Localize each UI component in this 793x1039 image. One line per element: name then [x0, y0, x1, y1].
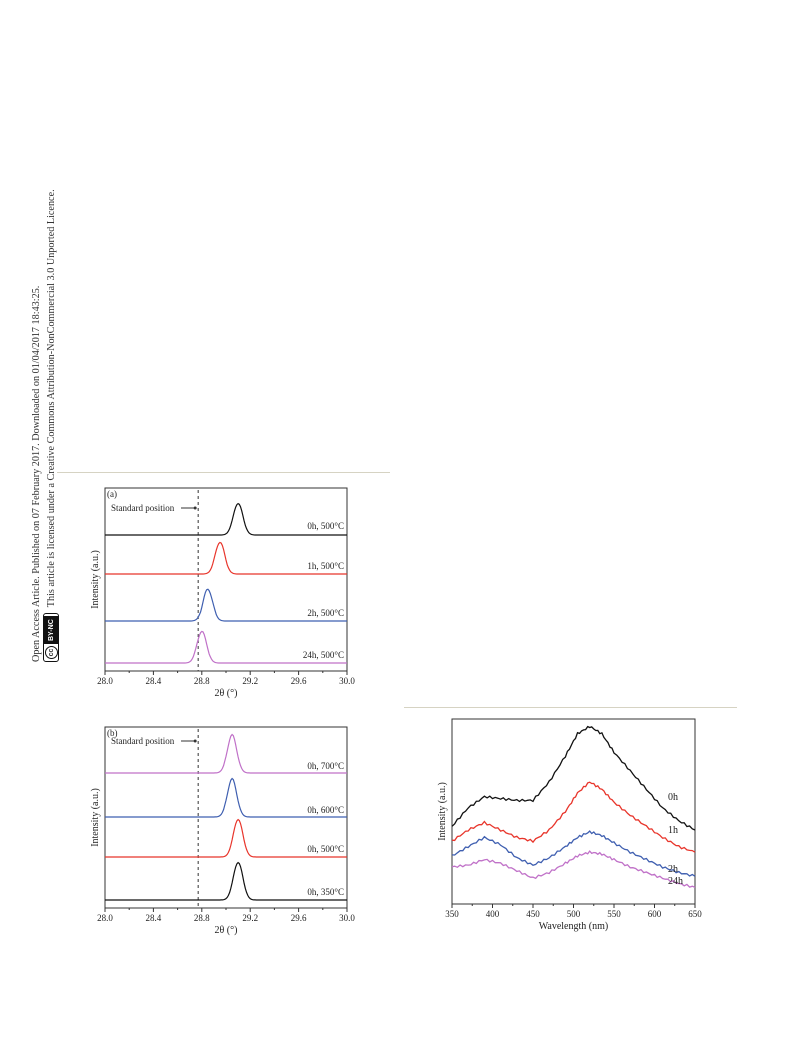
standard-position-arrowhead [193, 506, 197, 510]
x-tick-label: 400 [486, 909, 500, 919]
panel-label: (b) [107, 728, 118, 738]
series-line [105, 818, 347, 858]
x-tick-label: 28.4 [146, 676, 162, 686]
series-label: 1h, 500°C [307, 561, 344, 571]
y-axis-label: Intensity (a.u.) [437, 782, 448, 841]
series-line [105, 588, 347, 622]
series-line [105, 502, 347, 536]
series-label: 0h [668, 792, 678, 803]
series-line [451, 781, 696, 853]
series-line [105, 630, 347, 664]
panel-label: (a) [107, 489, 117, 499]
x-tick-label: 550 [607, 909, 621, 919]
divider-top-left [57, 472, 390, 473]
y-axis-label: Intensity (a.u.) [90, 550, 101, 609]
x-tick-label: 28.4 [146, 913, 162, 923]
x-tick-label: 30.0 [339, 676, 355, 686]
series-label: 0h, 700°C [307, 761, 344, 771]
series-label: 24h, 500°C [303, 650, 344, 660]
y-axis-label: Intensity (a.u.) [90, 788, 101, 847]
series-line [105, 733, 347, 774]
x-tick-label: 28.8 [194, 913, 210, 923]
series-label: 1h [668, 825, 678, 836]
standard-position-arrowhead [193, 739, 197, 743]
x-tick-label: 450 [526, 909, 540, 919]
x-tick-label: 29.6 [291, 913, 307, 923]
series-label: 0h, 500°C [307, 844, 344, 854]
x-tick-label: 28.0 [97, 913, 113, 923]
x-tick-label: 28.8 [194, 676, 210, 686]
series-label: 2h [668, 864, 678, 875]
series-line [451, 830, 696, 877]
x-axis-label: 2θ (°) [215, 925, 238, 936]
series-label: 0h, 500°C [307, 521, 344, 531]
series-line [451, 850, 696, 888]
x-tick-label: 30.0 [339, 913, 355, 923]
x-tick-label: 29.6 [291, 676, 307, 686]
series-line [451, 725, 696, 831]
series-line [105, 861, 347, 901]
x-tick-label: 600 [648, 909, 662, 919]
x-tick-label: 29.2 [242, 676, 258, 686]
standard-position-label: Standard position [111, 503, 175, 513]
series-label: 0h, 350°C [307, 887, 344, 897]
series-label: 2h, 500°C [307, 608, 344, 618]
series-label: 24h [668, 876, 683, 887]
x-axis-label: Wavelength (nm) [539, 921, 608, 932]
series-label: 0h, 600°C [307, 805, 344, 815]
x-tick-label: 28.0 [97, 676, 113, 686]
x-axis-label: 2θ (°) [215, 688, 238, 699]
x-tick-label: 650 [688, 909, 702, 919]
series-line [105, 777, 347, 818]
x-tick-label: 29.2 [242, 913, 258, 923]
divider-right [404, 707, 737, 708]
x-tick-label: 500 [567, 909, 581, 919]
series-line [105, 541, 347, 575]
standard-position-label: Standard position [111, 736, 175, 746]
x-tick-label: 350 [445, 909, 459, 919]
